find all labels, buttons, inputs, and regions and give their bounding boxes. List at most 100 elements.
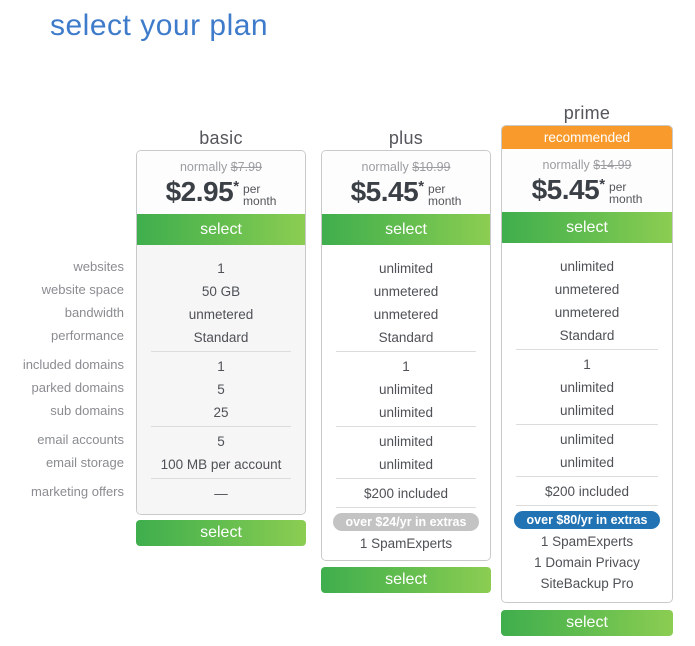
price-line: $2.95 * per month [137,176,305,208]
price-asterisk: * [599,176,606,193]
feature-value: 25 [213,405,229,420]
original-price: $7.99 [230,160,262,174]
plan-column-prime: prime recommended normally $14.99 $5.45 *… [501,103,673,636]
extras-badge-row: over $24/yr in extras [322,511,490,533]
feature-value: unmetered [554,282,620,297]
current-price: $5.45 [531,174,600,205]
feature-label-performance: performance [51,328,124,343]
feature-value: — [214,486,228,501]
feature-value: Standard [559,328,615,343]
price-line: $5.45 * per month [322,176,490,208]
per-month-label: per month [428,182,462,208]
price-section-plus: normally $10.99 $5.45 * per month [322,151,490,214]
per-month-label: per month [243,182,277,208]
recommended-banner: recommended [502,126,672,149]
extras-value-badge: over $80/yr in extras [513,511,661,529]
feature-value: 1 [583,357,591,372]
per-month-label: per month [609,180,643,206]
plan-features-plus: unlimited unmetered unmetered Standard 1… [322,245,490,560]
feature-value: unlimited [378,261,434,276]
plan-column-basic: basic normally $7.99 $2.95 * per month sel… [136,103,306,546]
basic-select-button-top[interactable]: select [137,214,305,245]
feature-group-divider [516,349,658,350]
feature-value: unmetered [188,307,254,322]
extra-feature: 1 SpamExperts [540,534,634,549]
feature-value: unmetered [373,307,439,322]
feature-label-email-storage: email storage [45,455,124,470]
feature-value: unlimited [378,457,434,472]
extras-badge-row: over $80/yr in extras [502,509,672,531]
feature-value: 5 [217,434,225,449]
feature-group-divider [516,505,658,506]
feature-group-divider [336,351,476,352]
feature-group-divider [151,426,291,427]
original-price: $14.99 [593,158,632,172]
original-price: $10.99 [412,160,451,174]
plus-select-button-top[interactable]: select [322,214,490,245]
feature-group-divider [336,426,476,427]
feature-value: 100 MB per account [160,457,282,472]
feature-value: 5 [217,382,225,397]
feature-label-sub-domains: sub domains [50,403,124,418]
price-section-prime: normally $14.99 $5.45 * per month [502,149,672,212]
plan-card-prime: recommended normally $14.99 $5.45 * per mo… [501,125,673,603]
basic-select-button-bottom[interactable]: select [136,520,306,546]
feature-value: unlimited [378,434,434,449]
feature-label-marketing-offers: marketing offers [31,484,124,499]
feature-value: unlimited [378,382,434,397]
feature-group-divider [516,476,658,477]
plan-name-basic: basic [199,128,243,148]
feature-group-divider [336,507,476,508]
feature-value: 1 [217,359,225,374]
page-title: select your plan [50,9,269,42]
price-section-basic: normally $7.99 $2.95 * per month [137,151,305,214]
feature-value: unlimited [559,380,615,395]
feature-value: unlimited [559,403,615,418]
current-price: $5.45 [350,176,419,207]
feature-value: unlimited [378,405,434,420]
feature-value: 1 [217,261,225,276]
feature-value: unlimited [559,432,615,447]
prime-select-button-top[interactable]: select [502,212,672,243]
original-price-line: normally $14.99 [502,158,672,173]
plan-name-prime: prime [563,103,611,123]
feature-value: $200 included [544,484,630,499]
feature-value: $200 included [363,486,449,501]
original-price-line: normally $7.99 [137,160,305,175]
plan-name-plus: plus [388,128,424,148]
extra-feature: SiteBackup Pro [540,576,634,591]
price-asterisk: * [233,178,240,195]
feature-value: 1 [402,359,410,374]
prime-select-button-bottom[interactable]: select [501,610,673,636]
feature-value: 50 GB [201,284,241,299]
feature-value: unmetered [373,284,439,299]
normally-label: normally [361,160,409,174]
extra-feature: 1 Domain Privacy [534,555,640,570]
feature-group-divider [151,478,291,479]
feature-group-divider [336,478,476,479]
feature-value: Standard [193,330,249,345]
feature-value: unmetered [554,305,620,320]
feature-label-included-domains: included domains [22,357,124,372]
feature-group-divider [516,424,658,425]
current-price: $2.95 [165,176,234,207]
normally-label: normally [542,158,590,172]
plan-features-prime: unlimited unmetered unmetered Standard 1… [502,243,672,602]
normally-label: normally [179,160,228,174]
extra-feature: 1 SpamExperts [359,536,453,551]
feature-label-bandwidth: bandwidth [64,305,124,320]
plan-column-plus: plus normally $10.99 $5.45 * per month sel… [321,103,491,593]
feature-labels-column: websites website space bandwidth perform… [0,103,136,503]
plan-card-plus: normally $10.99 $5.45 * per month select u… [321,150,491,561]
feature-group-divider [151,351,291,352]
original-price-line: normally $10.99 [322,160,490,175]
extras-value-badge: over $24/yr in extras [332,513,480,531]
feature-label-website-space: website space [41,282,124,297]
plans-layout: websites website space bandwidth perform… [0,103,695,636]
plan-features-basic: 1 50 GB unmetered Standard 1 5 25 5 100 … [137,245,305,514]
plus-select-button-bottom[interactable]: select [321,567,491,593]
feature-value: unlimited [559,259,615,274]
feature-label-email-accounts: email accounts [37,432,124,447]
feature-value: Standard [378,330,434,345]
price-line: $5.45 * per month [502,174,672,206]
